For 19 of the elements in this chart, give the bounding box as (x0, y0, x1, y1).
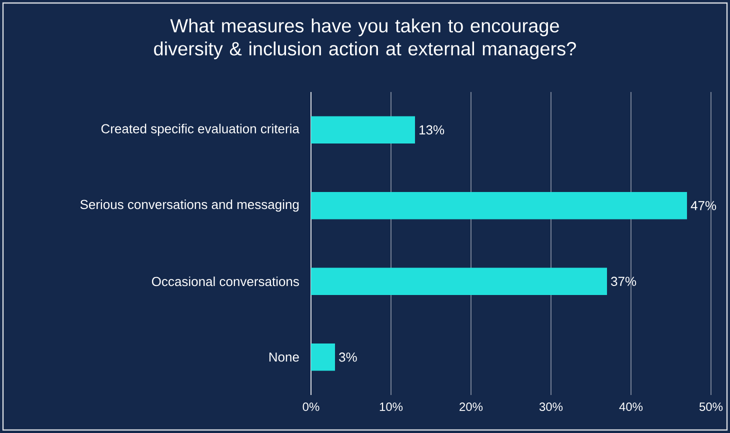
x-tick-label: 0% (302, 402, 320, 412)
y-tick-label: Occasional conversations (152, 276, 299, 286)
chart-title: What measures have you taken to encourage diversity & inclusion action at external managers? (154, 18, 576, 60)
x-tick-label: 10% (380, 402, 403, 412)
x-tick-label: 30% (539, 402, 563, 412)
bar (311, 268, 607, 296)
x-tick-label: 40% (619, 402, 643, 412)
bar (311, 343, 336, 371)
bar (311, 192, 687, 220)
y-tick-label: Serious conversations and messaging (80, 200, 299, 212)
data-label: 13% (420, 125, 444, 134)
x-tick-label: 50% (699, 402, 723, 412)
y-tick-label: None (269, 352, 299, 362)
x-tick-label: 20% (460, 402, 483, 412)
data-label: 37% (611, 276, 636, 286)
y-tick-label: Created specific evaluation criteria (101, 124, 300, 136)
data-label: 3% (339, 352, 357, 362)
data-label: 47% (690, 201, 716, 210)
bar (311, 116, 415, 144)
